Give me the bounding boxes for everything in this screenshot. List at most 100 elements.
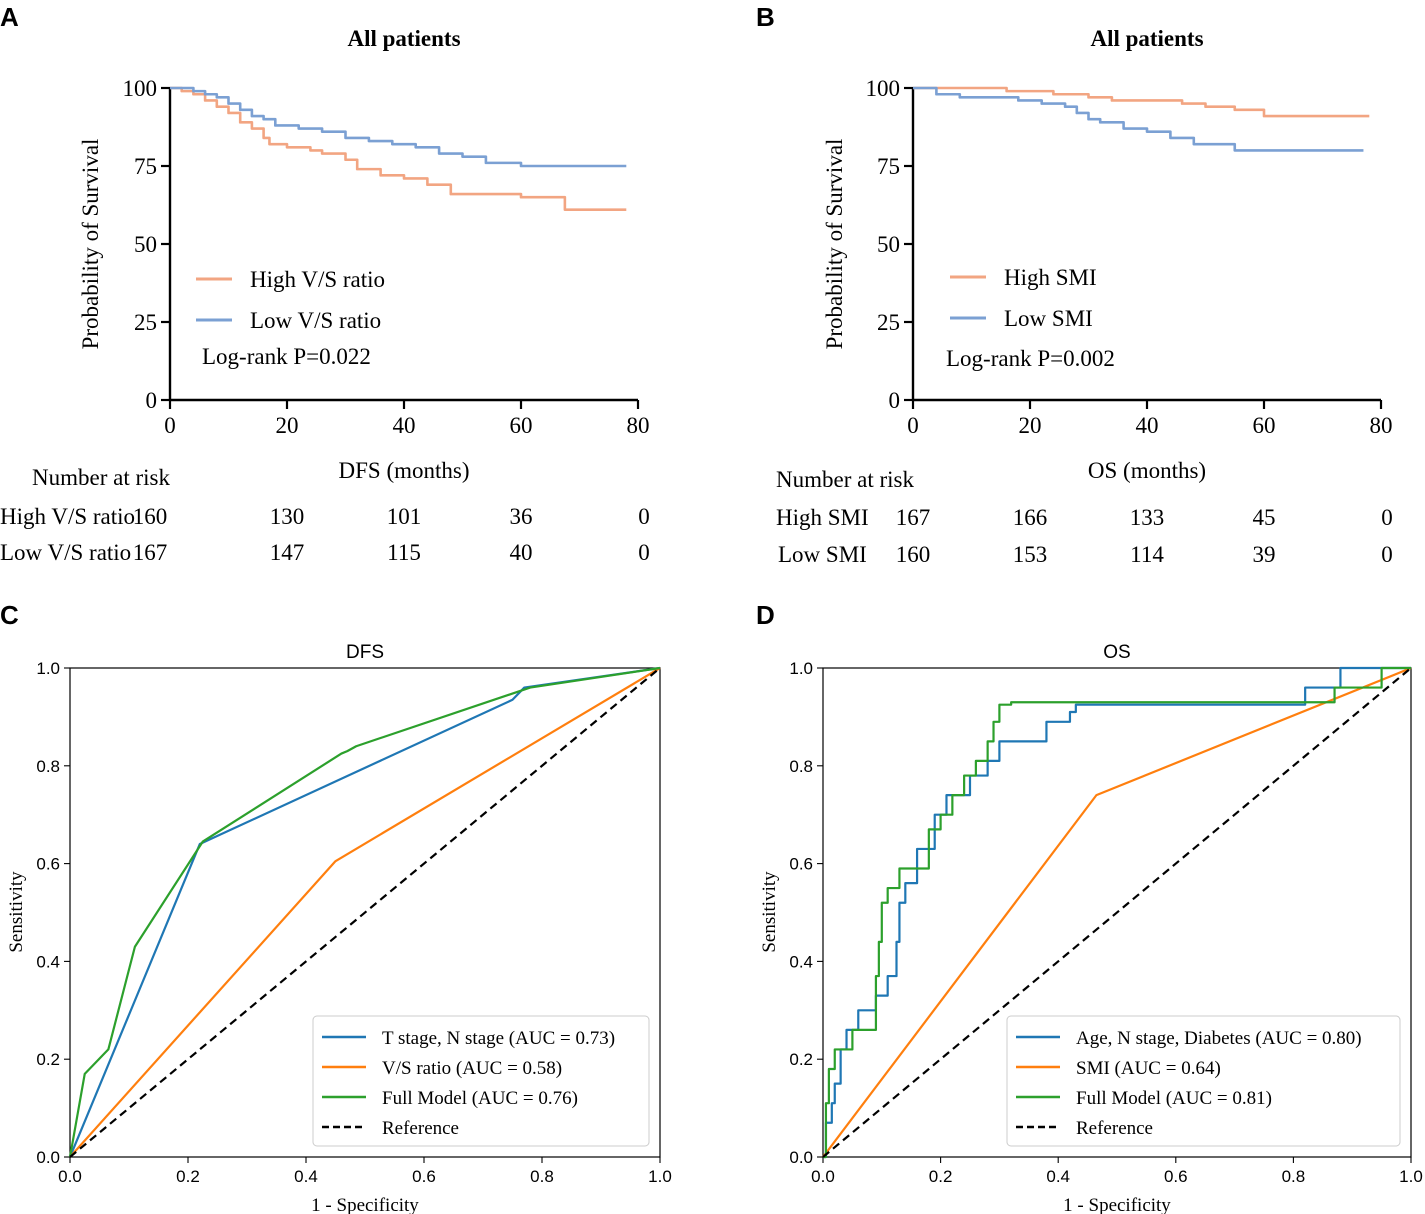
panel-a-km-dfs: A All patients 0 20 40 60 80 0 25 50 75 100 High … (0, 2, 650, 565)
chart-title: All patients (1090, 26, 1203, 51)
x-tick-label: 0.4 (1046, 1167, 1070, 1186)
y-tick-label: 0.6 (36, 855, 60, 874)
risk-value: 133 (1130, 505, 1165, 530)
risk-value: 167 (133, 540, 168, 565)
y-tick-label: 0 (889, 388, 901, 413)
risk-value: 0 (638, 504, 650, 529)
x-tick-label: 0 (907, 413, 919, 438)
y-axis-title: Probability of Survival (822, 139, 847, 350)
x-tick-label: 0 (164, 413, 176, 438)
series-line-3 (69, 667, 661, 1158)
panel-b-km-os: B All patients 0 20 40 60 80 0 25 50 75 100 High … (756, 2, 1393, 567)
x-tick-label: 0.2 (176, 1167, 200, 1186)
x-tick-label: 0.4 (294, 1167, 318, 1186)
legend-label-2: Full Model (AUC = 0.76) (382, 1088, 578, 1109)
risk-value: 114 (1130, 542, 1164, 567)
curves (822, 666, 1412, 1159)
risk-value: 36 (510, 504, 533, 529)
x-tick-label: 1.0 (648, 1167, 672, 1186)
y-tick-label: 0.2 (789, 1050, 813, 1069)
y-axis-title: Sensitivity (759, 871, 780, 953)
series-line-1 (69, 667, 661, 1158)
y-tick-label: 0.2 (36, 1050, 60, 1069)
y-axis-title: Probability of Survival (78, 139, 103, 350)
series-line-2 (823, 666, 1411, 1159)
risk-value: 40 (510, 540, 533, 565)
x-tick-label: 60 (510, 413, 533, 438)
risk-value: 101 (387, 504, 422, 529)
curves (68, 666, 661, 1158)
y-tick-label: 25 (877, 310, 900, 335)
x-tick-label: 40 (393, 413, 416, 438)
chart-title: DFS (346, 642, 384, 663)
legend-label-2: Full Model (AUC = 0.81) (1076, 1088, 1272, 1109)
x-axis-title: DFS (months) (339, 458, 470, 483)
y-tick-label: 0.8 (789, 757, 813, 776)
risk-value: 147 (270, 540, 305, 565)
axes: 0.0 0.2 0.4 0.6 0.8 1.0 0.0 0.2 0.4 0.6 0.8 1.0 (36, 659, 671, 1186)
risk-row-label-high: High SMI (776, 505, 869, 530)
y-tick-label: 75 (877, 154, 900, 179)
series-line-1 (170, 86, 627, 168)
x-tick-label: 0.8 (530, 1167, 554, 1186)
y-tick-label: 100 (866, 76, 901, 101)
x-tick-label: 0.6 (1164, 1167, 1188, 1186)
legend-label-1: SMI (AUC = 0.64) (1076, 1058, 1221, 1079)
panel-c-roc-dfs: C DFS 0.0 0.2 0.4 0.6 0.8 1.0 0.0 0.2 0.4 0.6 0.8 1… (0, 600, 672, 1214)
legend-label-high: High V/S ratio (250, 267, 385, 292)
x-tick-label: 40 (1136, 413, 1159, 438)
risk-value: 167 (896, 505, 931, 530)
y-tick-label: 100 (123, 76, 158, 101)
legend: Age, N stage, Diabetes (AUC = 0.80) SMI … (1006, 1015, 1401, 1147)
legend-label-0: Age, N stage, Diabetes (AUC = 0.80) (1076, 1028, 1362, 1049)
risk-row-label-low: Low V/S ratio (0, 540, 131, 565)
risk-value: 0 (638, 540, 650, 565)
panel-label-c: C (0, 600, 19, 630)
risk-value: 160 (133, 504, 168, 529)
risk-value: 160 (896, 542, 931, 567)
x-axis-title: 1 - Specificity (1063, 1195, 1171, 1214)
x-tick-label: 80 (1370, 413, 1393, 438)
legend-label-low: Low SMI (1004, 306, 1093, 331)
legend: High V/S ratio Low V/S ratio (196, 267, 385, 333)
series-line-2 (68, 666, 661, 1158)
panel-label-b: B (756, 2, 775, 32)
legend-label-high: High SMI (1004, 265, 1097, 290)
series-line-3 (822, 667, 1412, 1158)
legend-box (1006, 1015, 1401, 1147)
risk-row-label-low: Low SMI (778, 542, 867, 567)
curves (913, 86, 1370, 152)
y-tick-label: 50 (877, 232, 900, 257)
risk-value: 166 (1013, 505, 1048, 530)
risk-value: 0 (1381, 542, 1393, 567)
x-tick-label: 0.0 (811, 1167, 835, 1186)
axes: 0 20 40 60 80 0 25 50 75 100 (866, 76, 1393, 438)
risk-header: Number at risk (776, 467, 914, 492)
series-line-0 (913, 86, 1370, 118)
axes: 0.0 0.2 0.4 0.6 0.8 1.0 0.0 0.2 0.4 0.6 0.8 1.0 (789, 659, 1422, 1186)
y-tick-label: 75 (134, 154, 157, 179)
panel-d-roc-os: D OS 0.0 0.2 0.4 0.6 0.8 1.0 0.0 0.2 0.4 0.6 0.8 1.… (756, 600, 1423, 1214)
legend-label-0: T stage, N stage (AUC = 0.73) (382, 1028, 615, 1049)
y-tick-label: 0.6 (789, 855, 813, 874)
risk-row-label-high: High V/S ratio (0, 504, 135, 529)
y-axis-title: Sensitivity (6, 871, 27, 953)
risk-table: Number at risk High SMI Low SMI 167 166 13… (776, 467, 1393, 567)
x-tick-label: 0.2 (929, 1167, 953, 1186)
logrank-annotation: Log-rank P=0.022 (202, 344, 371, 369)
risk-value: 0 (1381, 505, 1393, 530)
y-tick-label: 1.0 (36, 659, 60, 678)
y-tick-label: 0 (146, 388, 158, 413)
y-tick-label: 0.4 (36, 952, 60, 971)
x-axis-title: OS (months) (1088, 458, 1206, 483)
series-line-1 (913, 86, 1364, 152)
risk-header: Number at risk (32, 465, 170, 490)
axes: 0 20 40 60 80 0 25 50 75 100 (123, 76, 650, 438)
legend-box (312, 1015, 650, 1147)
y-tick-label: 1.0 (789, 659, 813, 678)
x-tick-label: 1.0 (1399, 1167, 1423, 1186)
x-axis-title: 1 - Specificity (311, 1195, 419, 1214)
chart-title: OS (1103, 642, 1130, 663)
legend-label-low: Low V/S ratio (250, 308, 381, 333)
legend-label-3: Reference (382, 1118, 459, 1139)
